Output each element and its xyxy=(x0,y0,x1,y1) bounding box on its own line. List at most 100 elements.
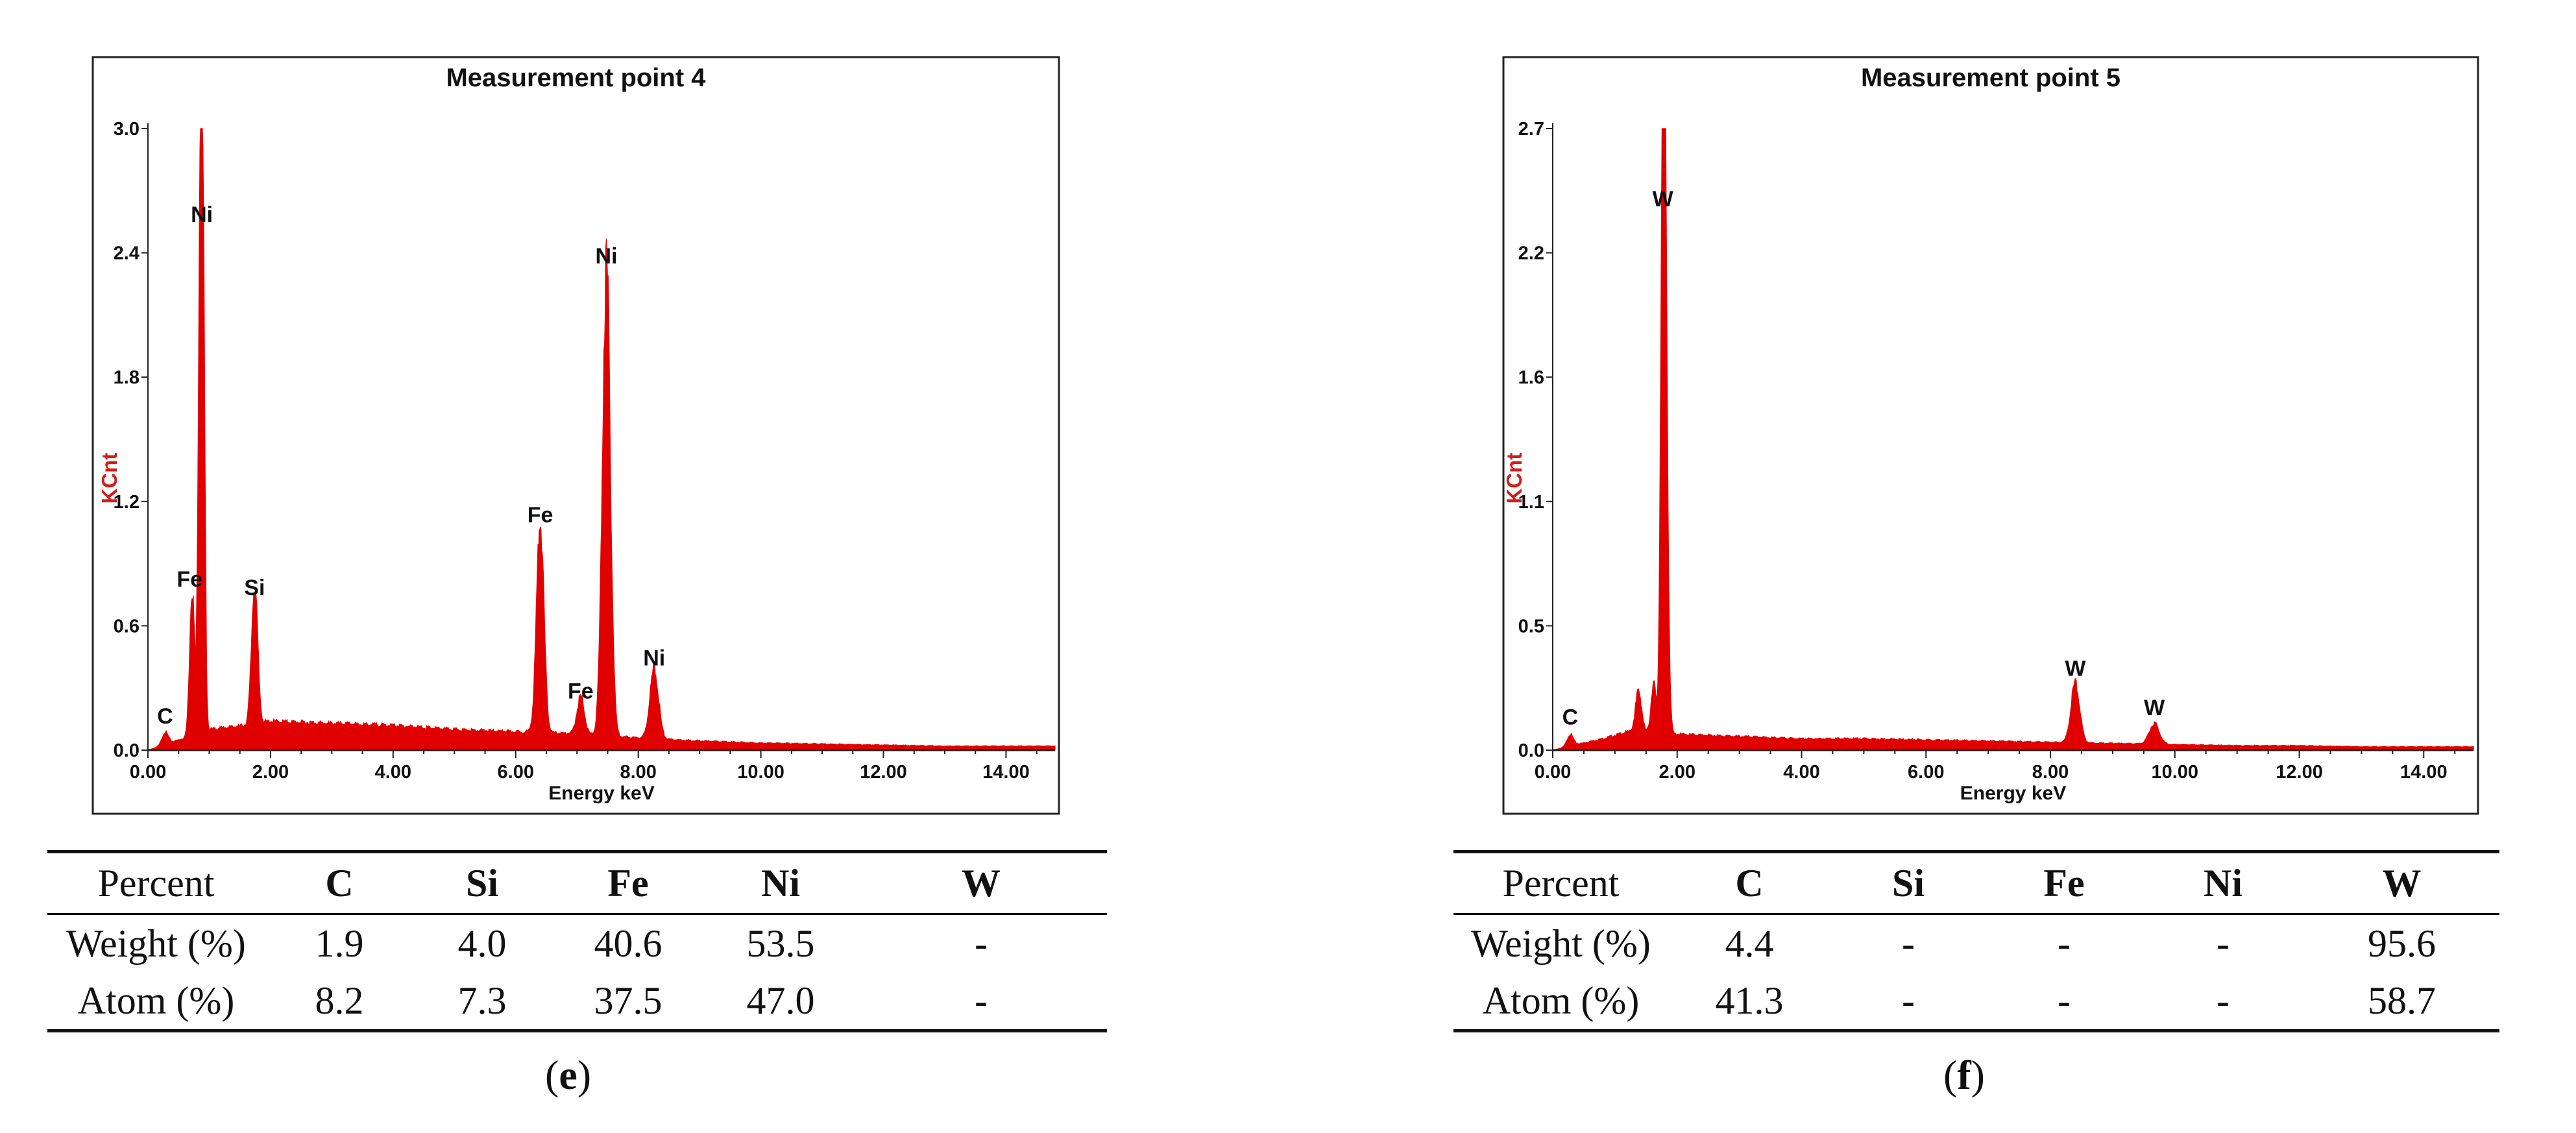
caption-letter: e xyxy=(559,1052,577,1098)
y-axis-title: KCnt xyxy=(1502,453,1526,504)
peak-label: Fe xyxy=(528,503,553,528)
caption-close: ) xyxy=(1971,1052,1985,1098)
peak-label: Si xyxy=(244,576,265,600)
x-tick-label: 12.00 xyxy=(2276,762,2323,783)
table-row-atom: Atom (%) 41.3 - - - 58.7 xyxy=(1453,972,2499,1032)
x-tick-label: 2.00 xyxy=(1659,762,1695,783)
row-label: Atom (%) xyxy=(47,972,265,1032)
header-w: W xyxy=(2304,850,2499,915)
chart-title: Measurement point 4 xyxy=(446,64,706,92)
y-tick-label: 0.5 xyxy=(1518,616,1544,637)
table-row-weight: Weight (%) 1.9 4.0 40.6 53.5 - xyxy=(47,914,1107,973)
table-cell: 7.3 xyxy=(414,972,550,1032)
y-tick-label: 1.1 xyxy=(1518,492,1544,513)
header-percent: Percent xyxy=(1453,850,1668,915)
chart-frame xyxy=(1502,56,2479,815)
composition-table-point-5: Percent C Si Fe Ni W Weight (%) 4.4 - - … xyxy=(1453,850,2499,1032)
table-cell: 95.6 xyxy=(2368,921,2436,965)
header-fe: Fe xyxy=(550,850,706,915)
x-tick-label: 6.00 xyxy=(498,762,534,783)
y-tick-label: 0.6 xyxy=(114,616,140,637)
caption-open: ( xyxy=(545,1052,559,1098)
peak-label: Ni xyxy=(596,244,618,269)
x-tick-label: 14.00 xyxy=(2400,762,2448,783)
y-tick-label: 3.0 xyxy=(114,119,140,140)
x-tick-label: 0.00 xyxy=(1535,762,1571,783)
y-tick-label: 0.0 xyxy=(114,740,140,761)
header-percent: Percent xyxy=(47,850,265,915)
table-cell: 41.3 xyxy=(1668,972,1830,1032)
table-cell: - xyxy=(975,921,988,965)
composition-table-point-4: Percent C Si Fe Ni W Weight (%) 1.9 4.0 … xyxy=(47,850,1107,1032)
peak-label: Ni xyxy=(643,646,665,670)
eds-spectrum-chart-point-4: Measurement point 4 0.0 0.6 1.2 1.8 2.4 3.0 0.0… xyxy=(91,56,1060,815)
peak-label: W xyxy=(2065,657,2086,681)
table-row-atom: Atom (%) 8.2 7.3 37.5 47.0 - xyxy=(47,972,1107,1032)
x-tick-label: 12.00 xyxy=(860,762,907,783)
table-cell: - xyxy=(1986,972,2142,1032)
table-cell: - xyxy=(2058,921,2071,965)
spectrum-series xyxy=(147,128,1056,751)
y-axis-title: KCnt xyxy=(97,453,121,504)
table-cell: - xyxy=(2217,921,2230,965)
eds-spectrum-chart-point-5: Measurement point 5 0.0 0.5 1.1 1.6 2.2 2.7 0.0… xyxy=(1502,56,2479,815)
y-tick-label: 1.6 xyxy=(1518,367,1544,388)
table-cell: 8.2 xyxy=(265,972,414,1032)
x-tick-label: 10.00 xyxy=(2151,762,2198,783)
row-label: Weight (%) xyxy=(66,921,246,965)
x-tick-label: 8.00 xyxy=(2032,762,2069,783)
y-tick-label: 2.4 xyxy=(114,243,140,264)
table-cell: 40.6 xyxy=(594,921,662,965)
header-si: Si xyxy=(414,850,550,915)
table-cell: 47.0 xyxy=(706,972,855,1032)
x-tick-label: 0.00 xyxy=(130,762,166,783)
y-tick-label: 1.2 xyxy=(114,492,140,513)
spectrum-series xyxy=(1552,128,2474,751)
peak-label: Fe xyxy=(176,567,202,592)
peak-label: Ni xyxy=(191,202,213,227)
table-cell: 4.0 xyxy=(457,921,507,965)
row-label: Weight (%) xyxy=(1471,921,1651,965)
header-c: C xyxy=(1668,850,1830,915)
peak-label: W xyxy=(1653,187,1674,212)
y-tick-label: 1.8 xyxy=(114,367,140,388)
header-si: Si xyxy=(1830,850,1986,915)
table-cell: - xyxy=(1830,972,1986,1032)
x-tick-label: 4.00 xyxy=(375,762,411,783)
table-header-row: Percent C Si Fe Ni W xyxy=(1453,850,2499,915)
y-tick-label: 0.0 xyxy=(1518,740,1544,761)
peak-label: Fe xyxy=(568,679,594,704)
chart-title: Measurement point 5 xyxy=(1861,64,2120,92)
header-ni: Ni xyxy=(2142,850,2304,915)
caption-open: ( xyxy=(1943,1052,1958,1098)
y-tick-label: 2.2 xyxy=(1518,243,1544,264)
figure-caption-f: (f) xyxy=(1943,1051,1985,1099)
x-tick-label: 2.00 xyxy=(252,762,289,783)
table-cell: 58.7 xyxy=(2304,972,2499,1032)
y-tick-label: 2.7 xyxy=(1518,119,1544,140)
peak-label: C xyxy=(1562,705,1579,729)
header-ni: Ni xyxy=(706,850,855,915)
caption-close: ) xyxy=(577,1052,592,1098)
table-cell: 4.4 xyxy=(1725,921,1774,965)
table-cell: - xyxy=(1902,921,1915,965)
panel-f: Measurement point 5 0.0 0.5 1.1 1.6 2.2 2.7 0.0… xyxy=(1288,0,2576,1133)
table-cell: 1.9 xyxy=(315,921,364,965)
x-tick-label: 10.00 xyxy=(737,762,784,783)
header-c: C xyxy=(265,850,414,915)
caption-letter: f xyxy=(1957,1052,1971,1098)
peak-label: W xyxy=(2144,696,2165,720)
figure-caption-e: (e) xyxy=(545,1051,591,1099)
table-cell: - xyxy=(2142,972,2304,1032)
x-tick-label: 14.00 xyxy=(982,762,1030,783)
table-row-weight: Weight (%) 4.4 - - - 95.6 xyxy=(1453,914,2499,973)
table-header-row: Percent C Si Fe Ni W xyxy=(47,850,1107,915)
x-tick-label: 4.00 xyxy=(1783,762,1819,783)
table-cell: 53.5 xyxy=(746,921,815,965)
peak-label: C xyxy=(157,704,173,729)
header-fe: Fe xyxy=(1986,850,2142,915)
table-cell: 37.5 xyxy=(550,972,706,1032)
x-tick-label: 8.00 xyxy=(620,762,656,783)
x-axis-title: Energy keV xyxy=(548,783,654,804)
x-tick-label: 6.00 xyxy=(1908,762,1944,783)
